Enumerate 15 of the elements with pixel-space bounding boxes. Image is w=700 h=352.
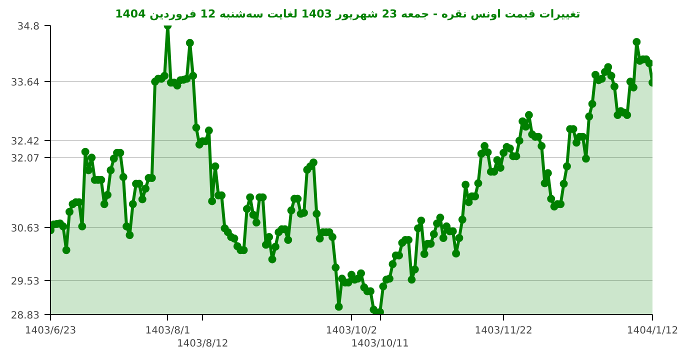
y-tick-label: 30.63 [10, 223, 40, 234]
x-tick-label: 1403/6/23 [24, 326, 76, 336]
x-tick-label: 1403/8/12 [176, 338, 228, 350]
x-tick-label: 1403/10/11 [351, 338, 409, 350]
y-tick-label: 29.53 [10, 276, 40, 288]
y-tick-label: 32.07 [10, 154, 40, 165]
y-tick-label: 34.8 [17, 22, 40, 32]
x-tick-label: 1404/1/12 [626, 326, 678, 336]
x-tick-label: 1403/11/22 [474, 326, 532, 336]
y-tick-label: 33.64 [10, 78, 40, 89]
x-tick-label: 1403/10/2 [326, 326, 378, 336]
y-tick-label: 28.83 [10, 310, 40, 322]
y-tick-label: 32.42 [10, 136, 40, 148]
x-tick-label: 1403/8/1 [145, 326, 190, 336]
chart-title: تغییرات قیمت اونس نقره - جمعه 23 شهریور 1403 لغایت سه‌شنبه 12 فروردین 1404 [115, 8, 580, 20]
